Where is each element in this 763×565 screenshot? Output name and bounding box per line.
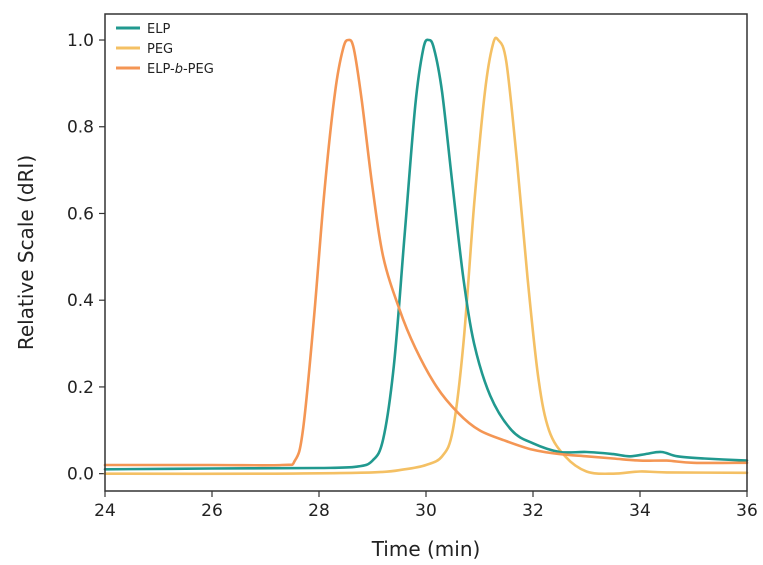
y-axis-label: Relative Scale (dRI) [14,155,38,350]
series-lines [103,36,749,476]
legend-label: PEG [147,42,173,57]
x-axis-ticks: 24 26 28 30 32 34 36 [94,491,758,521]
legend-label: ELP [147,22,170,37]
y-tick-label: 0.0 [67,465,94,485]
plot-frame [104,13,748,492]
series-line-elp-b-peg [103,38,749,467]
x-tick-label: 24 [94,501,116,521]
y-tick-label: 1.0 [67,31,94,51]
x-axis-label: Time (min) [371,537,481,561]
x-tick-label: 34 [629,501,651,521]
x-tick-label: 30 [415,501,437,521]
series-line-peg [103,36,749,476]
y-tick-label: 0.6 [67,204,94,224]
y-axis-ticks: 0.0 0.2 0.4 0.6 0.8 1.0 [67,31,105,485]
x-tick-label: 36 [736,501,758,521]
x-tick-label: 28 [308,501,330,521]
y-tick-label: 0.4 [67,291,94,311]
x-tick-label: 32 [522,501,544,521]
y-tick-label: 0.2 [67,378,94,398]
legend: ELP PEG ELP-b-PEG [116,22,214,77]
x-tick-label: 26 [201,501,223,521]
y-tick-label: 0.8 [67,118,94,138]
legend-label: ELP-b-PEG [147,62,214,77]
series-line-elp [103,38,749,471]
